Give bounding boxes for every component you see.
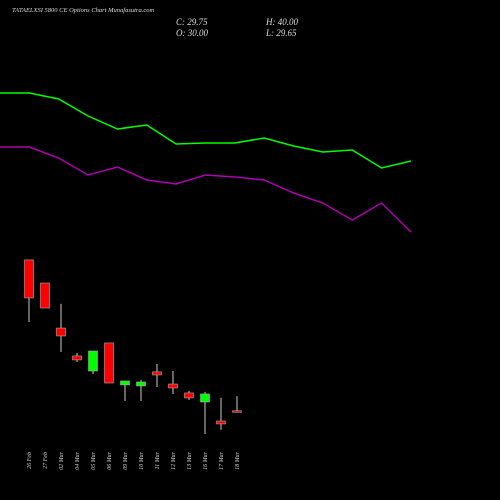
close-label: C: 29.75 [176, 17, 208, 27]
high-label: H: 40.00 [265, 17, 298, 27]
x-tick-label: 11 Mar [155, 451, 161, 469]
x-tick-label: 04 Mar [74, 451, 81, 469]
x-tick-label: 02 Mar [59, 451, 65, 469]
candle-body [72, 355, 82, 361]
candle-body [56, 327, 66, 337]
line-series [0, 92, 412, 169]
x-tick-label: 09 Mar [123, 451, 129, 469]
x-tick-label: 05 Mar [91, 451, 97, 469]
x-tick-label: 12 Mar [171, 451, 177, 469]
candle-body [88, 350, 98, 372]
chart-title: TATAELXSI 5800 CE Options Chart Munafasu… [12, 7, 154, 14]
x-tick-label: 06 Mar [107, 451, 113, 469]
x-tick-label: 18 Mar [235, 451, 241, 469]
candle-body [168, 383, 178, 389]
candle-body [184, 392, 194, 399]
x-tick-label: 26 Feb [27, 452, 33, 469]
line-series [0, 146, 412, 233]
x-tick-label: 16 Mar [203, 451, 209, 469]
candle-body [24, 259, 34, 299]
open-label: O: 30.00 [176, 28, 208, 38]
candle-body [200, 393, 210, 403]
candle-body [152, 371, 162, 376]
candle-body [232, 410, 242, 413]
candle-body [136, 381, 146, 387]
low-label: L: 29.65 [265, 28, 297, 38]
candle-body [216, 420, 226, 425]
candle-body [40, 282, 50, 309]
x-tick-label: 13 Mar [187, 451, 193, 469]
candle-body [120, 380, 130, 386]
x-tick-label: 27 Feb [43, 452, 49, 469]
x-tick-label: 10 Mar [139, 451, 145, 469]
x-tick-label: 17 Mar [219, 451, 225, 469]
candle-body [104, 342, 114, 384]
